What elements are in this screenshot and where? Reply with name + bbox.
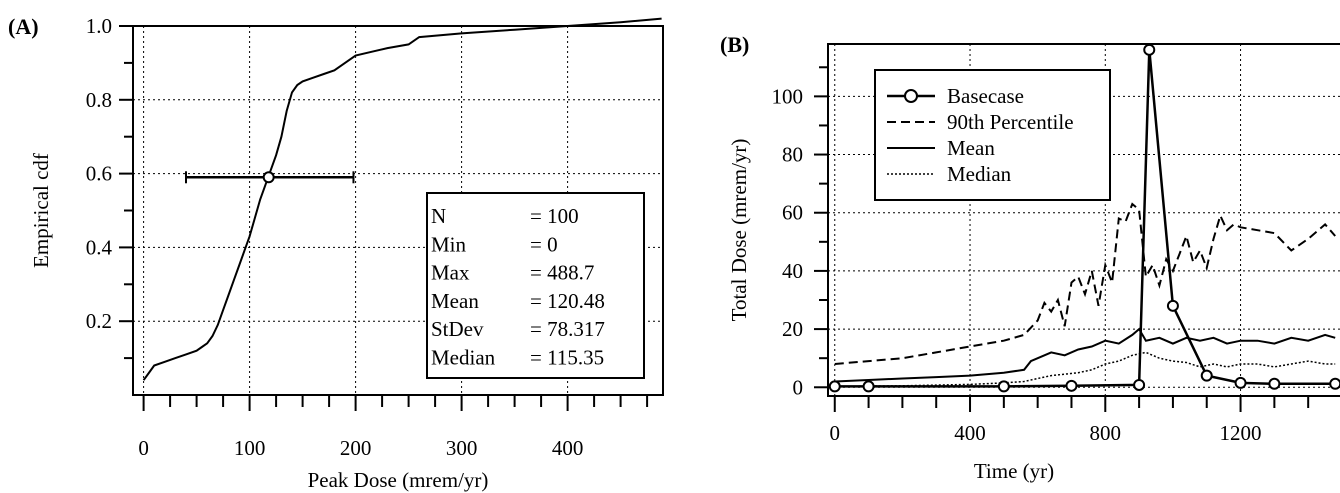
x-tick-label: 400: [552, 436, 584, 460]
y-tick-label: 1.0: [86, 14, 112, 38]
basecase-point: [1065, 379, 1078, 392]
chart-a: 0 100 200 300 400 0.2 0.4 0.6 0.8 1.0 Peak Dose (m…: [29, 14, 664, 492]
y-tick-label: 0.4: [86, 235, 113, 259]
x-tick-label: 100: [234, 436, 266, 460]
stat-label: Max: [431, 261, 470, 285]
y-tick-label: 0.2: [86, 309, 112, 333]
y-axis-label: Empirical cdf: [29, 153, 53, 268]
basecase-point: [1143, 43, 1156, 56]
chart-b: 0 400 800 1200 0 20 40 60 80 100 Time (yr) Total Do…: [727, 43, 1340, 483]
basecase-point: [1166, 299, 1179, 312]
legend-marker: [904, 89, 918, 103]
x-tick-label: 0: [830, 421, 841, 445]
basecase-point: [1200, 369, 1213, 382]
series-line: [834, 327, 1336, 383]
panel-b-label: (B): [720, 32, 750, 57]
x-tick-label: 300: [446, 436, 478, 460]
y-tick-label: 20: [782, 317, 803, 341]
y-tick-label: 60: [782, 201, 803, 225]
series-line: [834, 202, 1336, 365]
y-axis-label: Total Dose (mrem/yr): [727, 139, 751, 322]
basecase-point: [1329, 377, 1340, 390]
stat-value: = 100: [530, 204, 579, 228]
stat-label: N: [431, 204, 446, 228]
basecase-point: [828, 380, 841, 393]
cdf-curve: [142, 17, 662, 381]
stat-label: Mean: [431, 289, 479, 313]
median-marker: [262, 171, 275, 184]
basecase-point: [1268, 377, 1281, 390]
x-axis-label: Time (yr): [974, 459, 1054, 483]
x-tick-label: 800: [1090, 421, 1122, 445]
x-axis-label: Peak Dose (mrem/yr): [308, 468, 489, 492]
stat-value: = 0: [530, 232, 558, 256]
y-tick-label: 0.6: [86, 162, 112, 186]
y-tick-label: 40: [782, 259, 803, 283]
y-tick-label: 0: [793, 375, 804, 399]
stat-value: = 488.7: [530, 261, 594, 285]
y-tick-label: 0.8: [86, 88, 112, 112]
stat-value: = 120.48: [530, 289, 605, 313]
x-tick-label: 400: [954, 421, 986, 445]
plot-frame: [827, 43, 1340, 397]
basecase-point: [862, 380, 875, 393]
stats-box: [426, 192, 645, 379]
x-tick-label: 0: [138, 436, 149, 460]
panel-a-label: (A): [8, 14, 39, 39]
basecase-point: [1234, 376, 1247, 389]
y-tick-label: 100: [772, 84, 804, 108]
legend-label: Median: [947, 162, 1012, 186]
stat-label: StDev: [431, 317, 484, 341]
stat-label: Median: [431, 346, 496, 370]
x-tick-label: 200: [340, 436, 372, 460]
stat-value: = 115.35: [530, 346, 604, 370]
series-line: [834, 351, 1336, 388]
y-tick-label: 80: [782, 143, 803, 167]
stat-value: = 78.317: [530, 317, 605, 341]
basecase-point: [1133, 378, 1146, 391]
x-tick-label: 1200: [1220, 421, 1262, 445]
legend-label: 90th Percentile: [947, 110, 1074, 134]
basecase-point: [997, 380, 1010, 393]
legend-label: Basecase: [947, 84, 1024, 108]
stat-label: Min: [431, 232, 467, 256]
legend-label: Mean: [947, 136, 995, 160]
